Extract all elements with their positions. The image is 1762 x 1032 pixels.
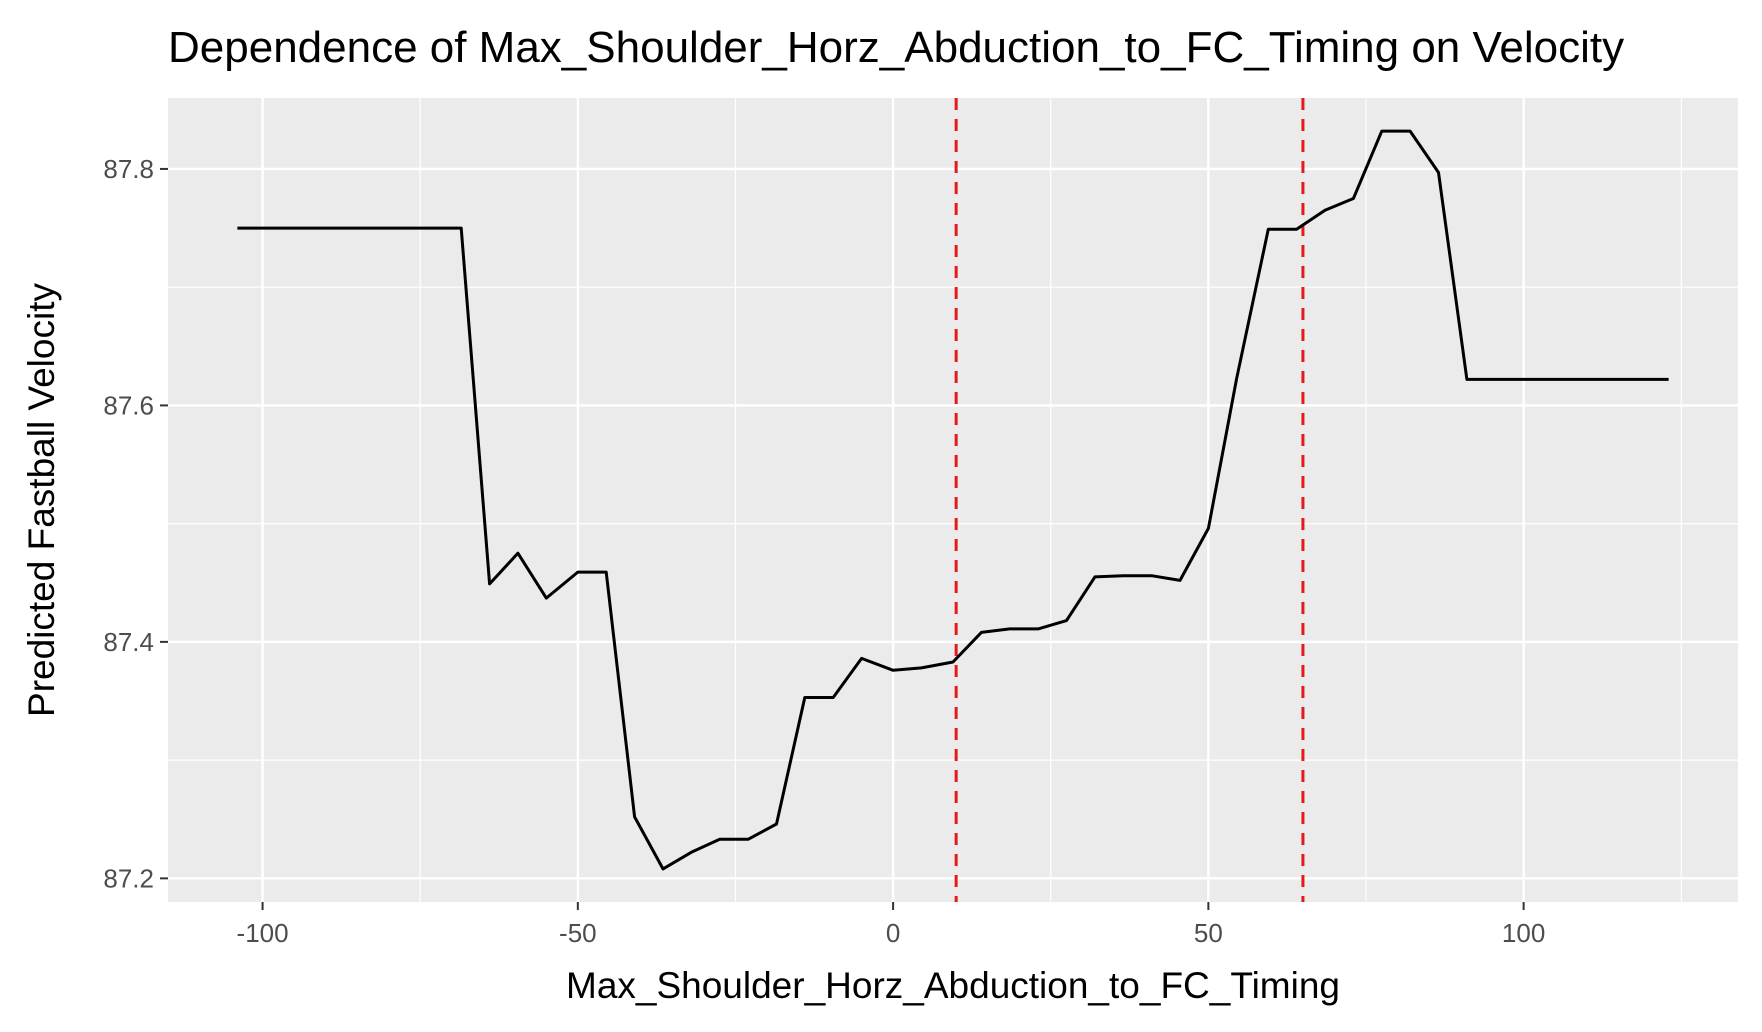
y-tick-label: 87.2 xyxy=(103,863,154,893)
major-gridlines xyxy=(168,98,1738,902)
reference-lines xyxy=(954,98,1305,902)
x-tick-label: -50 xyxy=(559,918,597,948)
series-layer xyxy=(237,129,1669,871)
x-axis-title: Max_Shoulder_Horz_Abduction_to_FC_Timing xyxy=(566,965,1340,1006)
x-tick-label: 0 xyxy=(886,918,900,948)
x-tick-label: -100 xyxy=(237,918,289,948)
y-tick-label: 87.8 xyxy=(103,154,154,184)
y-tick-label: 87.4 xyxy=(103,627,154,657)
y-axis: 87.2 87.4 87.6 87.8 xyxy=(103,154,168,893)
chart-title: Dependence of Max_Shoulder_Horz_Abductio… xyxy=(168,23,1624,72)
x-tick-label: 100 xyxy=(1502,918,1545,948)
y-axis-title: Predicted Fastball Velocity xyxy=(21,283,62,717)
y-tick-label: 87.6 xyxy=(103,390,154,420)
x-axis: -100 -50 0 50 100 xyxy=(237,902,1545,948)
plot-panel xyxy=(168,98,1738,902)
x-tick-label: 50 xyxy=(1194,918,1223,948)
series-line xyxy=(237,129,1669,871)
minor-gridlines xyxy=(168,98,1738,902)
